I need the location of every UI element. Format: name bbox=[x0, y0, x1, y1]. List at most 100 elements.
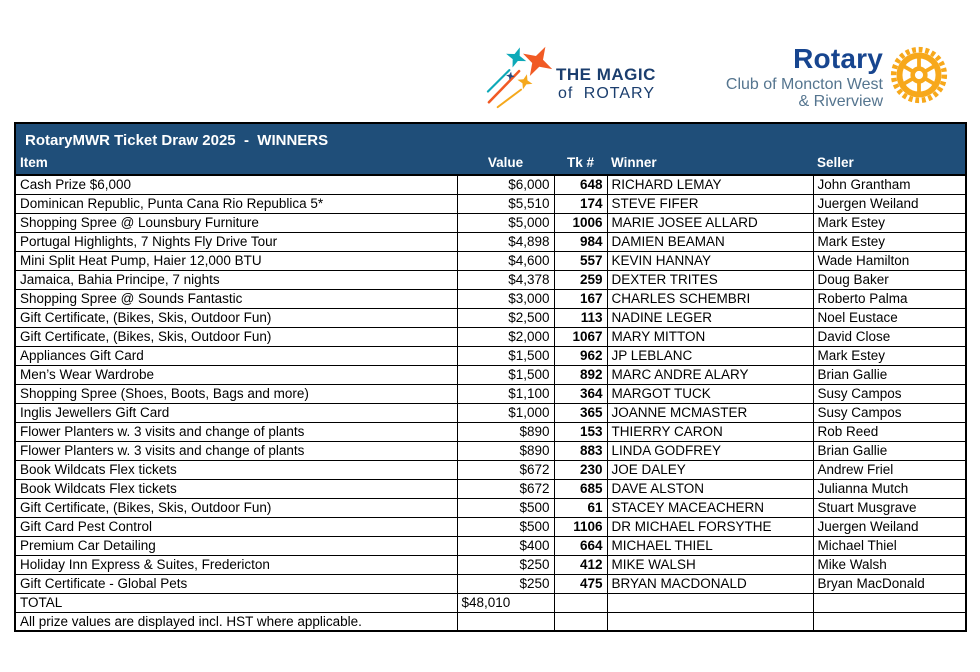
value-cell: $1,100 bbox=[456, 383, 555, 404]
table-header-row: Item Value Tk # Winner Seller bbox=[15, 153, 966, 176]
item-cell: Holiday Inn Express & Suites, Fredericto… bbox=[14, 554, 458, 575]
winner-cell: CHARLES SCHEMBRI bbox=[606, 288, 814, 309]
tk-cell: 557 bbox=[553, 250, 608, 271]
value-cell: $250 bbox=[456, 554, 555, 575]
item-cell: Gift Certificate, (Bikes, Skis, Outdoor … bbox=[14, 497, 458, 518]
table-row: Gift Certificate, (Bikes, Skis, Outdoor … bbox=[14, 326, 967, 347]
table-row: Premium Car Detailing $400 664 MICHAEL THIE… bbox=[14, 535, 967, 556]
table-row: Appliances Gift Card $1,500 962 JP LEBLANC M… bbox=[14, 345, 967, 366]
seller-cell: Wade Hamilton bbox=[812, 250, 967, 271]
footnote-cell: All prize values are displayed incl. HST… bbox=[14, 611, 458, 632]
column-header-value: Value bbox=[457, 153, 554, 176]
seller-cell: Susy Campos bbox=[812, 402, 967, 423]
item-cell: Dominican Republic, Punta Cana Rio Repub… bbox=[14, 193, 458, 214]
table-title-row: RotaryMWR Ticket Draw 2025 - WINNERS bbox=[14, 122, 967, 153]
value-cell: $4,898 bbox=[456, 231, 555, 252]
table-row: Book Wildcats Flex tickets $672 230 JOE DAL… bbox=[14, 459, 967, 480]
seller-cell: David Close bbox=[812, 326, 967, 347]
winner-cell: MICHAEL THIEL bbox=[606, 535, 814, 556]
winner-cell: MARY MITTON bbox=[606, 326, 814, 347]
value-cell: $672 bbox=[456, 478, 555, 499]
seller-cell: Doug Baker bbox=[812, 269, 967, 290]
item-cell: Gift Certificate, (Bikes, Skis, Outdoor … bbox=[14, 326, 458, 347]
value-cell: $1,500 bbox=[456, 364, 555, 385]
item-cell: Flower Planters w. 3 visits and change o… bbox=[14, 440, 458, 461]
table-row: Men’s Wear Wardrobe $1,500 892 MARC ANDRE A… bbox=[14, 364, 967, 385]
item-cell: Shopping Spree (Shoes, Boots, Bags and m… bbox=[14, 383, 458, 404]
seller-cell: Susy Campos bbox=[812, 383, 967, 404]
winner-cell: RICHARD LEMAY bbox=[606, 174, 814, 195]
seller-cell: Andrew Friel bbox=[812, 459, 967, 480]
table-row: Shopping Spree @ Sounds Fantastic $3,000 1… bbox=[14, 288, 967, 309]
total-seller-cell bbox=[812, 592, 967, 613]
table-row: Inglis Jewellers Gift Card $1,000 365 JOANN… bbox=[14, 402, 967, 423]
tk-cell: 648 bbox=[553, 174, 608, 195]
item-cell: Book Wildcats Flex tickets bbox=[14, 459, 458, 480]
tk-cell: 984 bbox=[553, 231, 608, 252]
tk-cell: 412 bbox=[553, 554, 608, 575]
winner-cell: DEXTER TRITES bbox=[606, 269, 814, 290]
winner-cell: LINDA GODFREY bbox=[606, 440, 814, 461]
value-cell: $500 bbox=[456, 516, 555, 537]
total-row: TOTAL $48,010 bbox=[14, 592, 967, 613]
tk-cell: 167 bbox=[553, 288, 608, 309]
tk-cell: 1006 bbox=[553, 212, 608, 233]
total-value-cell: $48,010 bbox=[456, 592, 555, 613]
tk-cell: 664 bbox=[553, 535, 608, 556]
table-row: Gift Certificate, (Bikes, Skis, Outdoor … bbox=[14, 497, 967, 518]
table-title: RotaryMWR Ticket Draw 2025 - WINNERS bbox=[14, 122, 967, 153]
value-cell: $3,000 bbox=[456, 288, 555, 309]
item-cell: Men’s Wear Wardrobe bbox=[14, 364, 458, 385]
table-row: Dominican Republic, Punta Cana Rio Repub… bbox=[14, 193, 967, 214]
winner-cell: MIKE WALSH bbox=[606, 554, 814, 575]
value-cell: $4,600 bbox=[456, 250, 555, 271]
seller-cell: Rob Reed bbox=[812, 421, 967, 442]
item-cell: Shopping Spree @ Sounds Fantastic bbox=[14, 288, 458, 309]
seller-cell: Mark Estey bbox=[812, 231, 967, 252]
winner-cell: STACEY MACEACHERN bbox=[606, 497, 814, 518]
winner-cell: JOANNE MCMASTER bbox=[606, 402, 814, 423]
item-cell: Gift Card Pest Control bbox=[14, 516, 458, 537]
item-cell: Shopping Spree @ Lounsbury Furniture bbox=[14, 212, 458, 233]
table-row: Holiday Inn Express & Suites, Fredericto… bbox=[14, 554, 967, 575]
value-cell: $5,510 bbox=[456, 193, 555, 214]
value-cell: $890 bbox=[456, 421, 555, 442]
seller-cell: Brian Gallie bbox=[812, 364, 967, 385]
value-cell: $1,000 bbox=[456, 402, 555, 423]
seller-cell: Juergen Weiland bbox=[812, 193, 967, 214]
column-header-tk: Tk # bbox=[554, 153, 607, 176]
tk-cell: 230 bbox=[553, 459, 608, 480]
value-cell: $6,000 bbox=[456, 174, 555, 195]
club-name-line1: Club of Moncton West bbox=[725, 75, 883, 93]
table-row: Shopping Spree @ Lounsbury Furniture $5,0… bbox=[14, 212, 967, 233]
seller-cell: Bryan MacDonald bbox=[812, 573, 967, 594]
seller-cell: Mike Walsh bbox=[812, 554, 967, 575]
item-cell: Appliances Gift Card bbox=[14, 345, 458, 366]
table-row: Flower Planters w. 3 visits and change o… bbox=[14, 440, 967, 461]
tk-cell: 365 bbox=[553, 402, 608, 423]
value-cell: $2,000 bbox=[456, 326, 555, 347]
item-cell: Gift Certificate - Global Pets bbox=[14, 573, 458, 594]
item-cell: Mini Split Heat Pump, Haier 12,000 BTU bbox=[14, 250, 458, 271]
item-cell: Book Wildcats Flex tickets bbox=[14, 478, 458, 499]
club-name-line2: & Riverview bbox=[798, 93, 883, 111]
tk-cell: 259 bbox=[553, 269, 608, 290]
seller-cell: Brian Gallie bbox=[812, 440, 967, 461]
item-cell: Gift Certificate, (Bikes, Skis, Outdoor … bbox=[14, 307, 458, 328]
tk-cell: 1106 bbox=[553, 516, 608, 537]
value-cell: $400 bbox=[456, 535, 555, 556]
value-cell: $2,500 bbox=[456, 307, 555, 328]
value-cell: $4,378 bbox=[456, 269, 555, 290]
item-cell: Cash Prize $6,000 bbox=[14, 174, 458, 195]
winner-cell: KEVIN HANNAY bbox=[606, 250, 814, 271]
total-tk-cell bbox=[553, 592, 608, 613]
table-row: Portugal Highlights, 7 Nights Fly Drive … bbox=[14, 231, 967, 252]
table-row: Flower Planters w. 3 visits and change o… bbox=[14, 421, 967, 442]
footnote-row: All prize values are displayed incl. HST… bbox=[14, 611, 967, 632]
magic-of-rotary-logo: THE MAGIC of ROTARY bbox=[486, 40, 656, 115]
table-row: Cash Prize $6,000 $6,000 648 RICHARD LEMAY J… bbox=[14, 174, 967, 195]
rotary-wheel-icon bbox=[890, 46, 948, 109]
tk-cell: 475 bbox=[553, 573, 608, 594]
tk-cell: 174 bbox=[553, 193, 608, 214]
